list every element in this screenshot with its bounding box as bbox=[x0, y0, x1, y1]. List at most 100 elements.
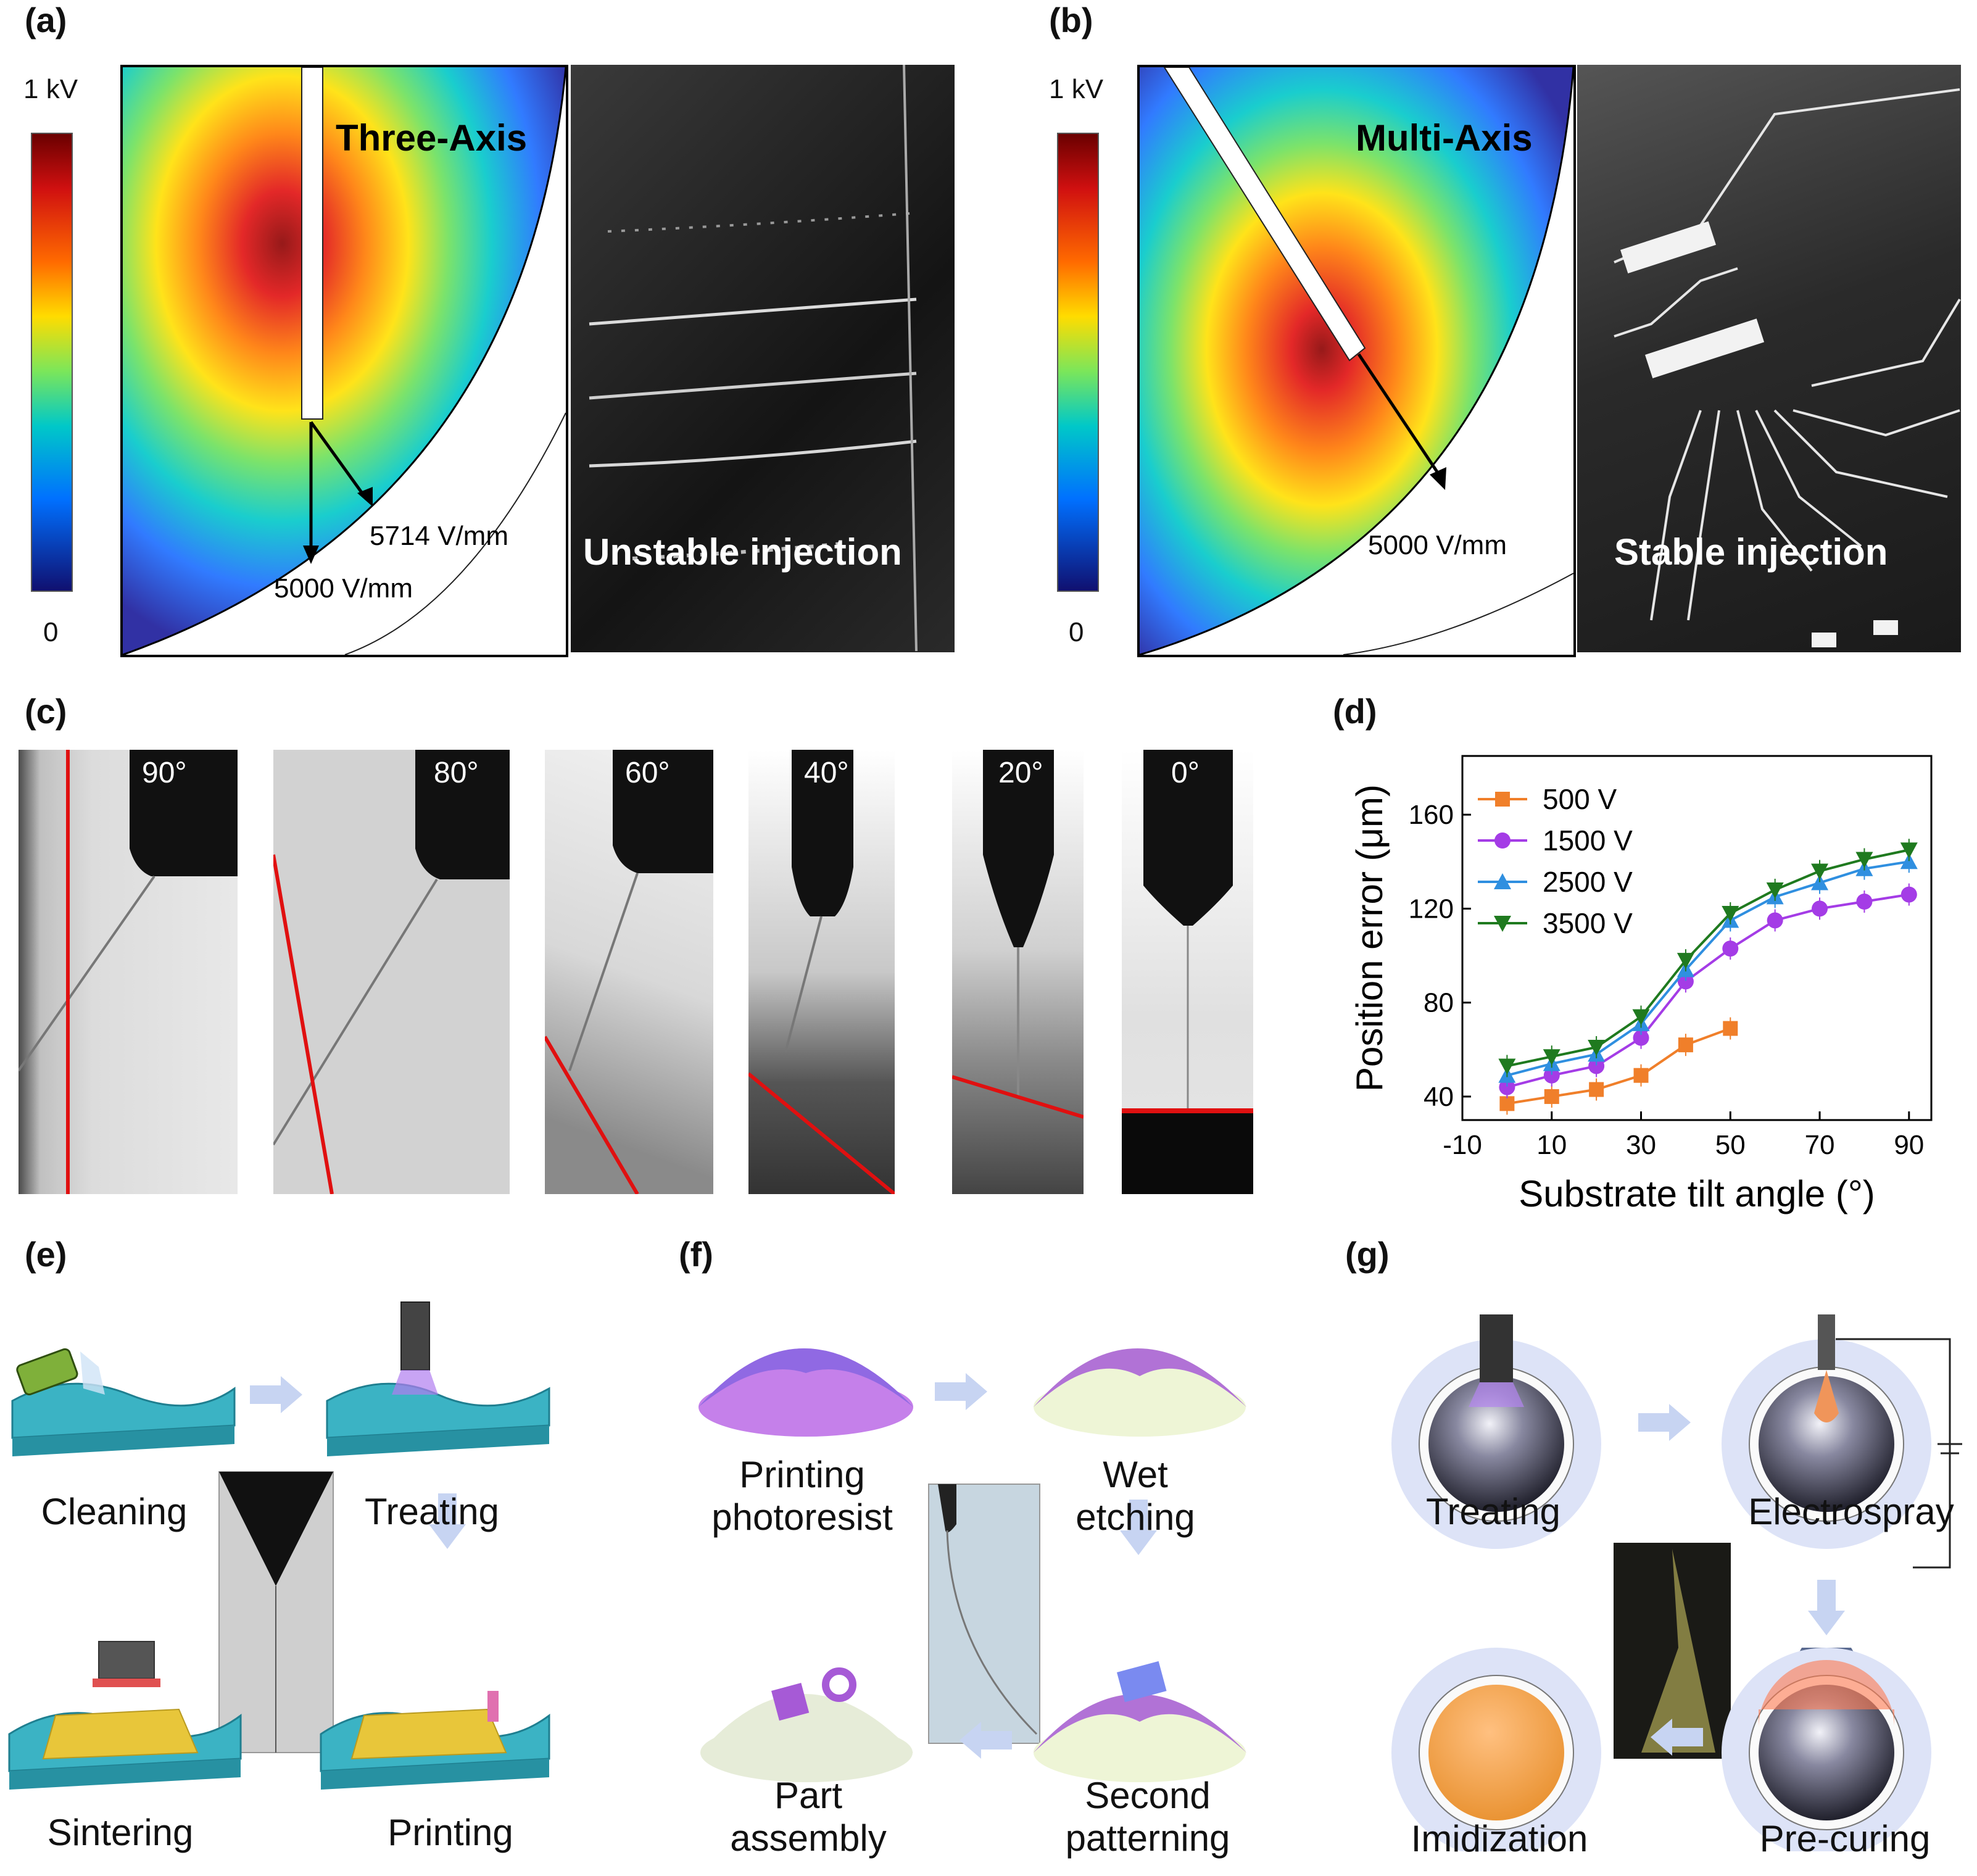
data-point bbox=[1767, 912, 1783, 929]
data-point bbox=[1588, 1058, 1605, 1074]
angle-label-0: 0° bbox=[1171, 757, 1200, 789]
field-contours-b bbox=[1140, 67, 1573, 655]
colorbar-min-a: 0 bbox=[43, 617, 59, 647]
data-point bbox=[1900, 853, 1918, 870]
caption-unstable-injection: Unstable injection bbox=[583, 531, 902, 573]
panel-label-g: (g) bbox=[1345, 1235, 1390, 1274]
data-point bbox=[1677, 973, 1694, 990]
x-tick-label: 10 bbox=[1536, 1130, 1567, 1160]
step-sintering: Sintering bbox=[47, 1812, 194, 1853]
series-line bbox=[1506, 893, 1910, 1089]
colorbar-min-b: 0 bbox=[1069, 617, 1084, 647]
data-point bbox=[1499, 1079, 1515, 1095]
data-point bbox=[1722, 940, 1739, 957]
panel-label-e: (e) bbox=[25, 1235, 67, 1274]
data-point bbox=[1723, 1021, 1738, 1036]
series-line bbox=[1507, 1027, 1731, 1105]
angle-label-20: 20° bbox=[998, 757, 1043, 789]
angle-label-80: 80° bbox=[434, 757, 479, 789]
angle-label-90: 90° bbox=[142, 757, 187, 789]
data-point bbox=[1589, 1082, 1604, 1097]
series-line bbox=[1506, 860, 1910, 1077]
step-treating-e: Treating bbox=[365, 1491, 499, 1532]
step-printing-photoresist: Printing photoresist bbox=[711, 1454, 893, 1538]
step-electrospray: Electrospray bbox=[1748, 1491, 1954, 1532]
data-point bbox=[1588, 1040, 1606, 1056]
panel-label-c: (c) bbox=[25, 692, 67, 731]
process-diagram-f bbox=[698, 1348, 1246, 1782]
x-tick-label: 70 bbox=[1805, 1130, 1835, 1160]
jet-image-80: 80° bbox=[273, 750, 510, 1194]
y-tick-label: 120 bbox=[1409, 894, 1454, 924]
panel-label-d: (d) bbox=[1333, 692, 1377, 731]
title-multi-axis: Multi-Axis bbox=[1356, 117, 1533, 159]
legend-label: 2500 V bbox=[1543, 866, 1633, 898]
data-point bbox=[1900, 842, 1918, 859]
data-point bbox=[1633, 1029, 1649, 1046]
photo-unstable-injection: Unstable injection bbox=[571, 65, 955, 652]
angle-label-40: 40° bbox=[804, 757, 849, 789]
plot-frame bbox=[1461, 755, 1933, 1121]
position-error-chart: -10 10 30 50 70 90 40 80 120 160 Substrate tilt an… bbox=[1349, 755, 1933, 1214]
legend-label: 3500 V bbox=[1543, 907, 1633, 939]
field-contours-a bbox=[123, 67, 566, 655]
legend-label: 500 V bbox=[1543, 783, 1617, 815]
data-point bbox=[1722, 906, 1739, 923]
process-diagram-g bbox=[1391, 1314, 1962, 1851]
step-pre-curing: Pre-curing bbox=[1759, 1818, 1931, 1859]
step-treating-g: Treating bbox=[1426, 1491, 1560, 1532]
x-tick-label: 50 bbox=[1715, 1130, 1746, 1160]
legend-marker bbox=[1494, 873, 1511, 889]
jet-image-40: 40° bbox=[748, 750, 895, 1194]
data-point bbox=[1855, 852, 1873, 868]
angle-label-60: 60° bbox=[625, 757, 670, 789]
y-tick-label: 40 bbox=[1424, 1082, 1454, 1112]
y-tick-label: 80 bbox=[1424, 988, 1454, 1018]
legend-marker bbox=[1495, 792, 1510, 807]
field-value-2-a: 5000 V/mm bbox=[274, 573, 413, 604]
y-tick-label: 160 bbox=[1409, 800, 1454, 830]
x-tick-label: 30 bbox=[1626, 1130, 1656, 1160]
step-printing: Printing bbox=[388, 1812, 513, 1853]
data-point bbox=[1499, 1096, 1515, 1111]
field-simulation-three-axis: Three-Axis 5714 V/mm 5000 V/mm bbox=[120, 65, 568, 657]
step-imidization: Imidization bbox=[1411, 1818, 1588, 1859]
panel-label-a: (a) bbox=[25, 1, 67, 39]
jet-image-0: 0° bbox=[1122, 750, 1253, 1194]
panel-label-f: (f) bbox=[679, 1235, 713, 1274]
data-point bbox=[1677, 953, 1694, 969]
photo-circuit-b bbox=[1614, 88, 1961, 647]
title-three-axis: Three-Axis bbox=[336, 117, 528, 159]
data-point bbox=[1544, 1089, 1559, 1104]
panel-label-b: (b) bbox=[1049, 1, 1093, 39]
jet-image-90: 90° bbox=[19, 750, 238, 1194]
data-point bbox=[1543, 1049, 1560, 1066]
data-point bbox=[1633, 1068, 1649, 1083]
data-point bbox=[1766, 882, 1784, 899]
legend-marker bbox=[1494, 916, 1511, 932]
field-value-1-a: 5714 V/mm bbox=[370, 521, 508, 551]
jet-image-20: 20° bbox=[952, 750, 1084, 1194]
data-point bbox=[1498, 1058, 1516, 1075]
data-point bbox=[1811, 874, 1829, 890]
data-point bbox=[1678, 1037, 1693, 1053]
colorbar-a bbox=[31, 133, 73, 592]
step-wet-etching: Wet etching bbox=[1076, 1454, 1195, 1538]
legend-marker bbox=[1494, 832, 1511, 849]
caption-stable-injection: Stable injection bbox=[1614, 531, 1888, 573]
jet-image-60: 60° bbox=[545, 750, 713, 1194]
data-point bbox=[1812, 900, 1828, 917]
data-point bbox=[1543, 1067, 1560, 1084]
x-tick-label: 90 bbox=[1894, 1130, 1924, 1160]
data-point bbox=[1811, 863, 1829, 880]
data-point bbox=[1856, 894, 1873, 910]
field-value-1-b: 5000 V/mm bbox=[1368, 530, 1507, 560]
step-second-patterning: Second patterning bbox=[1065, 1775, 1230, 1859]
series-line bbox=[1506, 849, 1910, 1068]
colorbar-max-b: 1 kV bbox=[1049, 74, 1104, 104]
y-axis-label: Position error (μm) bbox=[1349, 784, 1390, 1092]
photo-stable-injection: Stable injection bbox=[1577, 65, 1961, 652]
step-part-assembly: Part assembly bbox=[730, 1775, 887, 1859]
process-diagram-e bbox=[8, 1301, 550, 1790]
x-axis-label: Substrate tilt angle (°) bbox=[1519, 1173, 1875, 1214]
